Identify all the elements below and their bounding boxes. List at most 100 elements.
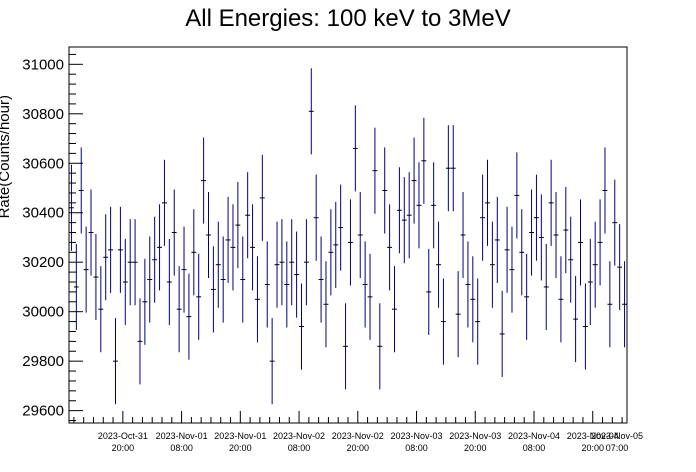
x-tick-date: 2023-Nov-04	[567, 431, 619, 441]
data-point	[127, 219, 133, 306]
data-point	[377, 303, 383, 390]
x-tick-date: 2023-Oct-31	[98, 431, 148, 441]
data-point	[245, 172, 251, 259]
data-point	[534, 174, 539, 261]
data-point	[264, 241, 270, 328]
data-point	[514, 152, 520, 239]
data-point	[78, 147, 84, 234]
data-point	[475, 278, 481, 365]
data-point	[147, 236, 153, 323]
data-point	[181, 226, 187, 313]
x-tick-date: 2023-Nov-04	[508, 431, 560, 441]
data-point	[210, 246, 216, 333]
x-tick-time: 20:00	[464, 443, 487, 453]
data-point	[83, 226, 89, 313]
data-point	[612, 179, 618, 266]
data-point	[436, 221, 441, 308]
data-point	[250, 204, 255, 291]
data-point	[103, 214, 109, 301]
data-point	[328, 209, 334, 296]
data-point	[392, 266, 397, 353]
y-tick-label: 29800	[22, 353, 64, 370]
plot-frame	[68, 46, 628, 424]
data-point	[509, 226, 515, 313]
x-tick-time: 20:00	[581, 443, 604, 453]
data-point	[357, 191, 363, 279]
data-point	[426, 248, 432, 335]
data-point	[582, 283, 588, 370]
data-point	[73, 243, 79, 330]
y-tick-label: 30600	[22, 155, 64, 172]
x-tick-date: 2023-Nov-03	[449, 431, 501, 441]
y-tick-label: 29600	[22, 403, 64, 420]
data-point	[504, 206, 510, 293]
data-point	[274, 221, 280, 308]
data-point	[225, 196, 231, 283]
data-point	[132, 219, 138, 306]
data-point	[318, 236, 324, 323]
data-point	[558, 256, 564, 343]
x-tick-time: 07:00	[606, 443, 629, 453]
data-point	[289, 219, 295, 306]
x-tick-date: 2023-Nov-01	[214, 431, 266, 441]
data-point	[162, 159, 167, 246]
data-point	[578, 199, 583, 286]
data-point	[240, 236, 246, 323]
y-axis-label: Rate(Counts/hour)	[0, 95, 13, 218]
data-point	[122, 238, 128, 326]
data-point	[450, 125, 456, 212]
data-point	[396, 167, 402, 254]
x-tick-time: 20:00	[229, 443, 252, 453]
data-point	[230, 204, 236, 291]
data-point	[255, 256, 260, 343]
data-point	[617, 224, 623, 311]
data-point	[352, 105, 358, 192]
data-point	[284, 241, 290, 328]
x-tick-time: 08:00	[523, 443, 546, 453]
data-point	[480, 174, 486, 261]
data-point	[543, 243, 549, 330]
x-tick-time: 08:00	[405, 443, 428, 453]
data-point	[602, 147, 608, 234]
data-point	[113, 318, 118, 405]
data-point	[166, 238, 172, 326]
data-point	[196, 253, 202, 340]
data-point	[465, 241, 471, 328]
data-point	[191, 209, 197, 296]
x-tick-time: 20:00	[112, 443, 135, 453]
data-point	[235, 182, 241, 269]
data-point	[157, 204, 162, 291]
x-axis: 2023-Oct-31 20:00 2023-Nov-01 08:00 2023-Nov…	[73, 411, 643, 453]
x-tick-time: 20:00	[347, 443, 370, 453]
x-tick-date: 2023-Nov-02	[273, 431, 325, 441]
x-tick-time: 08:00	[288, 443, 311, 453]
data-point	[279, 219, 285, 306]
data-point	[382, 147, 388, 234]
data-point	[333, 201, 339, 288]
data-point	[152, 216, 158, 303]
data-point	[259, 154, 265, 241]
data-point	[308, 68, 314, 155]
data-point	[485, 159, 490, 246]
data-point	[343, 303, 348, 390]
data-point	[171, 189, 177, 276]
y-tick-label: 30200	[22, 254, 64, 271]
data-point	[406, 172, 412, 259]
data-point	[411, 137, 417, 224]
data-point	[303, 219, 309, 306]
data-point	[573, 276, 579, 363]
data-point	[445, 125, 451, 212]
data-point	[362, 241, 368, 328]
data-point	[519, 209, 525, 296]
data-point	[529, 189, 534, 276]
data-point	[401, 177, 407, 264]
data-point	[587, 238, 593, 326]
data-point	[489, 221, 495, 308]
data-point	[299, 283, 304, 370]
y-axis: 29600 29800 30000 30200 30400 30600 30800 31000	[22, 53, 83, 422]
data-point	[597, 199, 603, 286]
x-tick-date: 2023-Nov-02	[332, 431, 384, 441]
data-point	[441, 278, 446, 365]
data-series	[69, 68, 627, 405]
